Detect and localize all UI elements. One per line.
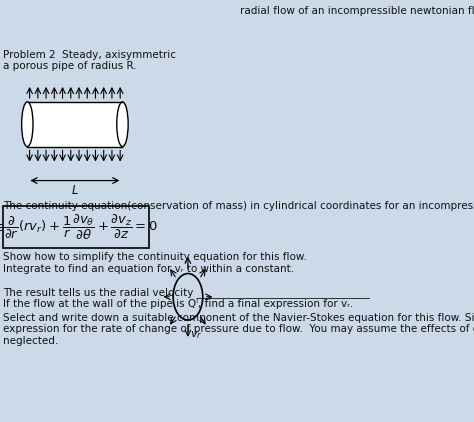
Ellipse shape — [22, 102, 33, 146]
Text: $v_r$: $v_r$ — [190, 329, 202, 341]
Text: expression for the rate of change of pressure due to flow.  You may assume the e: expression for the rate of change of pre… — [3, 324, 474, 334]
Text: The continuity equation(conservation of mass) in cylindrical coordinates for an : The continuity equation(conservation of … — [3, 201, 474, 211]
Text: Integrate to find an equation for vᵣ to within a constant.: Integrate to find an equation for vᵣ to … — [3, 264, 294, 274]
Text: Show how to simplify the continuity equation for this flow.: Show how to simplify the continuity equa… — [3, 252, 307, 262]
Text: a porous pipe of radius R.: a porous pipe of radius R. — [3, 61, 137, 71]
Polygon shape — [27, 102, 122, 146]
Text: radial: radial — [240, 6, 270, 16]
Text: Select and write down a suitable component of the Navier-Stokes equation for thi: Select and write down a suitable compone… — [3, 313, 474, 322]
Text: Problem 2  Steady, axisymmetric: Problem 2 Steady, axisymmetric — [3, 50, 180, 60]
Text: If the flow at the wall of the pipe is Qᴵ, find a final expression for vᵣ.: If the flow at the wall of the pipe is Q… — [3, 299, 354, 308]
Text: L: L — [72, 184, 78, 197]
Text: flow of an incompressible newtonian fluid occurs through the wall of: flow of an incompressible newtonian flui… — [270, 6, 474, 16]
Text: The result tells us the radial velocity _________________________________: The result tells us the radial velocity … — [3, 287, 370, 298]
Ellipse shape — [117, 102, 128, 146]
Text: neglected.: neglected. — [3, 336, 59, 346]
Text: $\dfrac{1}{r}\dfrac{\partial}{\partial r}(rv_r) + \dfrac{1}{r}\dfrac{\partial v_: $\dfrac{1}{r}\dfrac{\partial}{\partial r… — [0, 212, 158, 242]
